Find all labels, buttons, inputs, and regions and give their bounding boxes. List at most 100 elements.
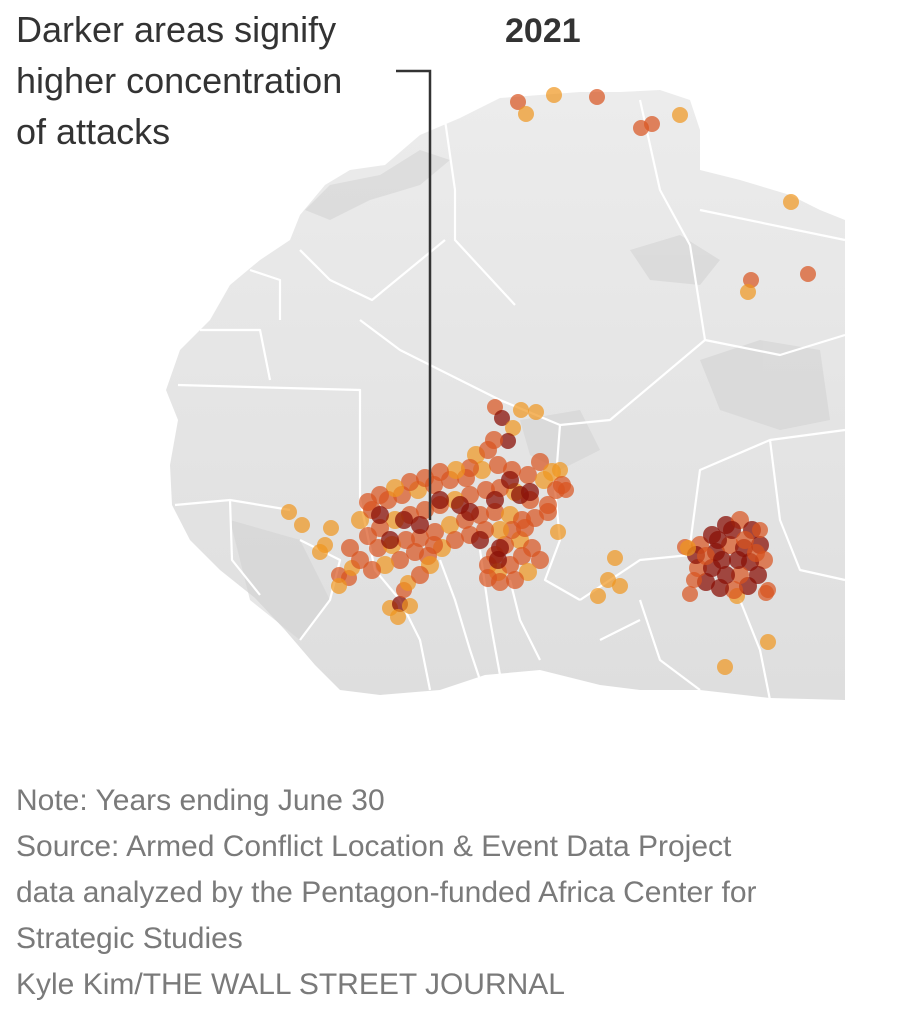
attack-marker xyxy=(518,106,534,122)
attack-marker xyxy=(607,550,623,566)
attack-marker xyxy=(740,284,756,300)
attack-marker xyxy=(709,531,727,549)
footer-note: Note: Years ending June 30 xyxy=(16,784,385,817)
attack-marker xyxy=(426,523,444,541)
attack-marker xyxy=(682,586,698,602)
annotation-line: higher concentration xyxy=(16,60,343,101)
attack-marker xyxy=(411,529,429,547)
attack-marker xyxy=(752,522,768,538)
attack-marker xyxy=(590,588,606,604)
annotation-line: of attacks xyxy=(16,111,171,152)
attack-marker xyxy=(411,516,429,534)
attack-marker xyxy=(294,517,310,533)
attack-marker xyxy=(411,566,429,584)
annotation-leader-line xyxy=(396,69,432,520)
attack-marker xyxy=(589,89,605,105)
attack-marker xyxy=(513,402,529,418)
attack-marker xyxy=(323,520,339,536)
annotation-line: Darker areas signify xyxy=(16,9,337,50)
attack-marker xyxy=(485,431,503,449)
attack-marker xyxy=(500,433,516,449)
attack-marker xyxy=(391,551,409,569)
attack-dots xyxy=(281,87,816,675)
attack-marker xyxy=(341,539,359,557)
footer-source: Source: Armed Conflict Location & Event … xyxy=(16,830,732,863)
attack-marker xyxy=(736,531,754,549)
footer-credit: Kyle Kim/THE WALL STREET JOURNAL xyxy=(16,968,565,1001)
attack-marker xyxy=(800,266,816,282)
attack-marker xyxy=(317,537,333,553)
attack-marker xyxy=(386,479,404,497)
attack-marker xyxy=(725,581,743,599)
attack-marker xyxy=(395,511,413,529)
attack-marker xyxy=(486,491,504,509)
attack-marker xyxy=(717,566,735,584)
attack-marker xyxy=(713,551,731,569)
attack-marker xyxy=(451,496,469,514)
attack-marker xyxy=(521,483,539,501)
attack-marker xyxy=(731,566,749,584)
attack-marker xyxy=(281,504,297,520)
attack-marker xyxy=(461,459,479,477)
footer-source: Strategic Studies xyxy=(16,922,243,955)
attack-marker xyxy=(494,410,510,426)
attack-marker xyxy=(550,524,566,540)
attack-marker xyxy=(363,561,381,579)
attack-marker xyxy=(406,543,424,561)
attack-marker xyxy=(686,572,702,588)
attack-marker xyxy=(491,521,509,539)
attack-marker xyxy=(539,503,557,521)
attack-marker xyxy=(546,87,562,103)
attack-marker xyxy=(760,582,776,598)
attack-marker xyxy=(489,456,507,474)
annotation-text: Darker areas signify higher concentratio… xyxy=(16,4,406,157)
attack-marker xyxy=(402,598,418,614)
attack-marker xyxy=(446,531,464,549)
attack-marker xyxy=(783,194,799,210)
attack-marker xyxy=(531,453,549,471)
attack-marker xyxy=(510,94,526,110)
attack-marker xyxy=(441,516,459,534)
attack-marker xyxy=(351,511,369,529)
attack-marker xyxy=(431,463,449,481)
attack-marker xyxy=(612,578,628,594)
attack-marker xyxy=(489,551,507,569)
attack-marker xyxy=(505,420,521,436)
attack-marker xyxy=(760,634,776,650)
footer-source: data analyzed by the Pentagon-funded Afr… xyxy=(16,876,757,909)
attack-marker xyxy=(447,461,465,479)
attack-marker xyxy=(543,463,561,481)
attack-marker xyxy=(697,547,715,565)
attack-marker xyxy=(528,404,544,420)
attack-marker xyxy=(471,531,489,549)
attack-marker xyxy=(390,609,406,625)
attack-marker xyxy=(672,107,688,123)
attack-marker xyxy=(747,544,765,562)
attack-marker xyxy=(425,536,443,554)
attack-marker xyxy=(723,521,741,539)
attack-marker xyxy=(729,551,747,569)
year-title: 2021 xyxy=(505,12,581,50)
attack-marker xyxy=(371,506,389,524)
attack-marker xyxy=(359,493,377,511)
attack-marker xyxy=(519,466,537,484)
attack-marker xyxy=(506,571,524,589)
attack-marker xyxy=(519,563,537,581)
attack-marker xyxy=(743,272,759,288)
attack-marker xyxy=(351,551,369,569)
attack-marker xyxy=(479,569,497,587)
attack-marker xyxy=(501,471,519,489)
attack-marker xyxy=(359,527,377,545)
attack-marker xyxy=(680,540,696,556)
attack-marker xyxy=(717,659,733,675)
attack-marker xyxy=(431,491,449,509)
attack-marker xyxy=(644,116,660,132)
footer: Note: Years ending June 30 Source: Armed… xyxy=(16,778,896,1008)
attack-map xyxy=(166,69,846,701)
attack-marker xyxy=(553,476,571,494)
attack-marker xyxy=(381,531,399,549)
attack-marker xyxy=(401,473,419,491)
attack-marker xyxy=(331,578,347,594)
attack-marker xyxy=(600,572,616,588)
attack-marker xyxy=(531,551,549,569)
